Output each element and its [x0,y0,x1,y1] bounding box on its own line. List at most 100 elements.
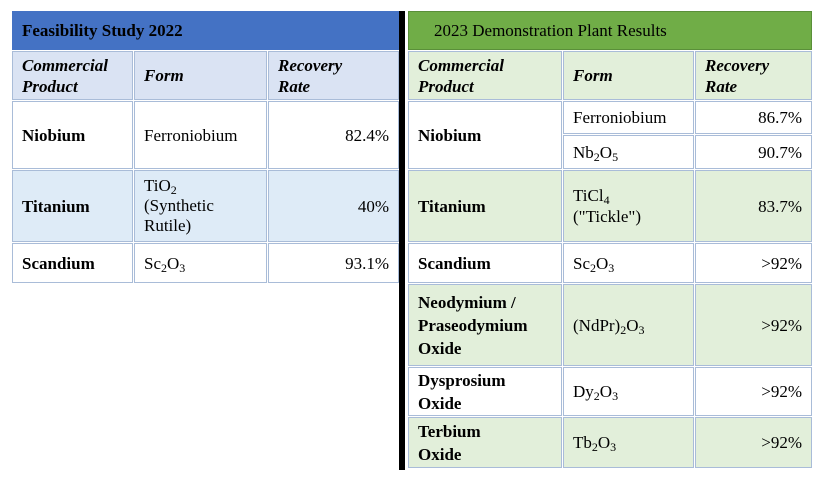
form-text: O [596,253,609,273]
product-text: Scandium [22,253,95,273]
rate-cell: >92% [695,417,812,468]
form-cell: TiO2 (Synthetic Rutile) [134,170,267,242]
header-recovery-rate: Recovery Rate [268,51,399,100]
rate-cell: 90.7% [695,135,812,169]
subscript: 2 [170,183,177,197]
product-cell: Neodymium / Praseodymium Oxide [408,284,562,366]
subscript: 3 [608,260,615,275]
form-text: O [626,315,639,335]
header-text: Form [144,66,184,85]
demonstration-title: 2023 Demonstration Plant Results [408,11,812,50]
form-cell: Ferroniobium [134,101,267,169]
product-text: Titanium [22,196,90,216]
form-cell: Dy2O3 [563,367,694,416]
rate-text: >92% [761,433,802,452]
rate-cell: >92% [695,367,812,416]
form-cell: Nb2O5 [563,135,694,169]
product-text: Terbium [418,421,481,441]
subscript: 2 [590,260,596,275]
demonstration-title-text: 2023 Demonstration Plant Results [434,21,667,40]
product-cell: Niobium [408,101,562,169]
form-text: Ferroniobium [144,125,238,145]
form-text: O [599,142,613,162]
subscript: 4 [603,193,610,207]
form-text: (Synthetic [144,196,214,215]
form-cell: Sc2O3 [563,243,694,283]
form-text: Nb [573,142,594,162]
rate-text: 93.1% [345,253,389,273]
form-text: TiO [144,176,171,195]
header-text: Product [22,76,78,96]
header-recovery-rate: Recovery Rate [695,51,812,100]
form-cell: Sc2O3 [134,243,267,283]
header-text: Rate [278,76,311,96]
form-text: Rutile) [144,216,192,235]
header-commercial-product: Commercial Product [408,51,562,100]
rate-text: 90.7% [758,142,802,162]
feasibility-title: Feasibility Study 2022 [12,11,399,50]
product-cell: Titanium [408,170,562,242]
product-text: Scandium [418,253,491,273]
form-text: Ferroniobium [573,108,667,127]
rate-text: >92% [761,253,802,273]
form-text: ("Tickle") [573,207,642,226]
rate-text: >92% [761,382,802,401]
rate-text: 83.7% [758,196,802,216]
form-cell: Ferroniobium [563,101,694,134]
header-form: Form [563,51,694,100]
rate-cell: 83.7% [695,170,812,242]
product-cell: Niobium [12,101,133,169]
form-cell: TiCl4 ("Tickle") [563,170,694,242]
feasibility-title-text: Feasibility Study 2022 [22,21,183,40]
form-cell: (NdPr)2O3 [563,284,694,366]
product-text: Oxide [418,338,462,358]
product-text: Dysprosium [418,370,506,390]
form-text: Sc [144,253,161,273]
product-text: Titanium [418,196,486,216]
form-text: (NdPr) [573,315,621,335]
form-text: Sc [573,253,590,273]
rate-cell: 93.1% [268,243,399,283]
product-text: Oxide [418,444,462,464]
rate-text: 86.7% [758,108,802,127]
rate-text: 40% [357,196,389,216]
rate-cell: 86.7% [695,101,812,134]
divider-bar [399,11,405,470]
product-text: Niobium [22,125,86,145]
product-text: Neodymium / [418,292,516,312]
header-text: Product [418,76,474,96]
header-text: Recovery [705,55,770,75]
product-text: Praseodymium [418,315,528,335]
form-cell: Tb2O3 [563,417,694,468]
subscript: 3 [179,260,186,275]
rate-cell: 40% [268,170,399,242]
subscript: 5 [612,149,619,164]
header-commercial-product: Commercial Product [12,51,133,100]
subscript: 2 [593,389,600,403]
form-text: O [167,253,180,273]
header-form: Form [134,51,267,100]
header-text: Rate [705,76,738,96]
product-text: Oxide [418,393,462,413]
subscript: 2 [161,260,167,275]
subscript: 3 [612,389,619,403]
subscript: 3 [610,440,617,454]
product-cell: Scandium [408,243,562,283]
product-cell: Dysprosium Oxide [408,367,562,416]
header-text: Form [573,66,613,85]
rate-cell: 82.4% [268,101,399,169]
product-text: Niobium [418,125,482,145]
header-text: Commercial [22,55,108,75]
header-text: Recovery [278,55,343,75]
form-text: O [599,382,613,401]
header-text: Commercial [418,55,504,75]
form-text: Dy [573,382,594,401]
subscript: 3 [638,322,645,337]
product-cell: Terbium Oxide [408,417,562,468]
rate-text: >92% [761,315,802,335]
subscript: 2 [591,440,598,454]
product-cell: Scandium [12,243,133,283]
form-text: TiCl [573,186,604,205]
rate-cell: >92% [695,284,812,366]
subscript: 2 [620,322,627,337]
